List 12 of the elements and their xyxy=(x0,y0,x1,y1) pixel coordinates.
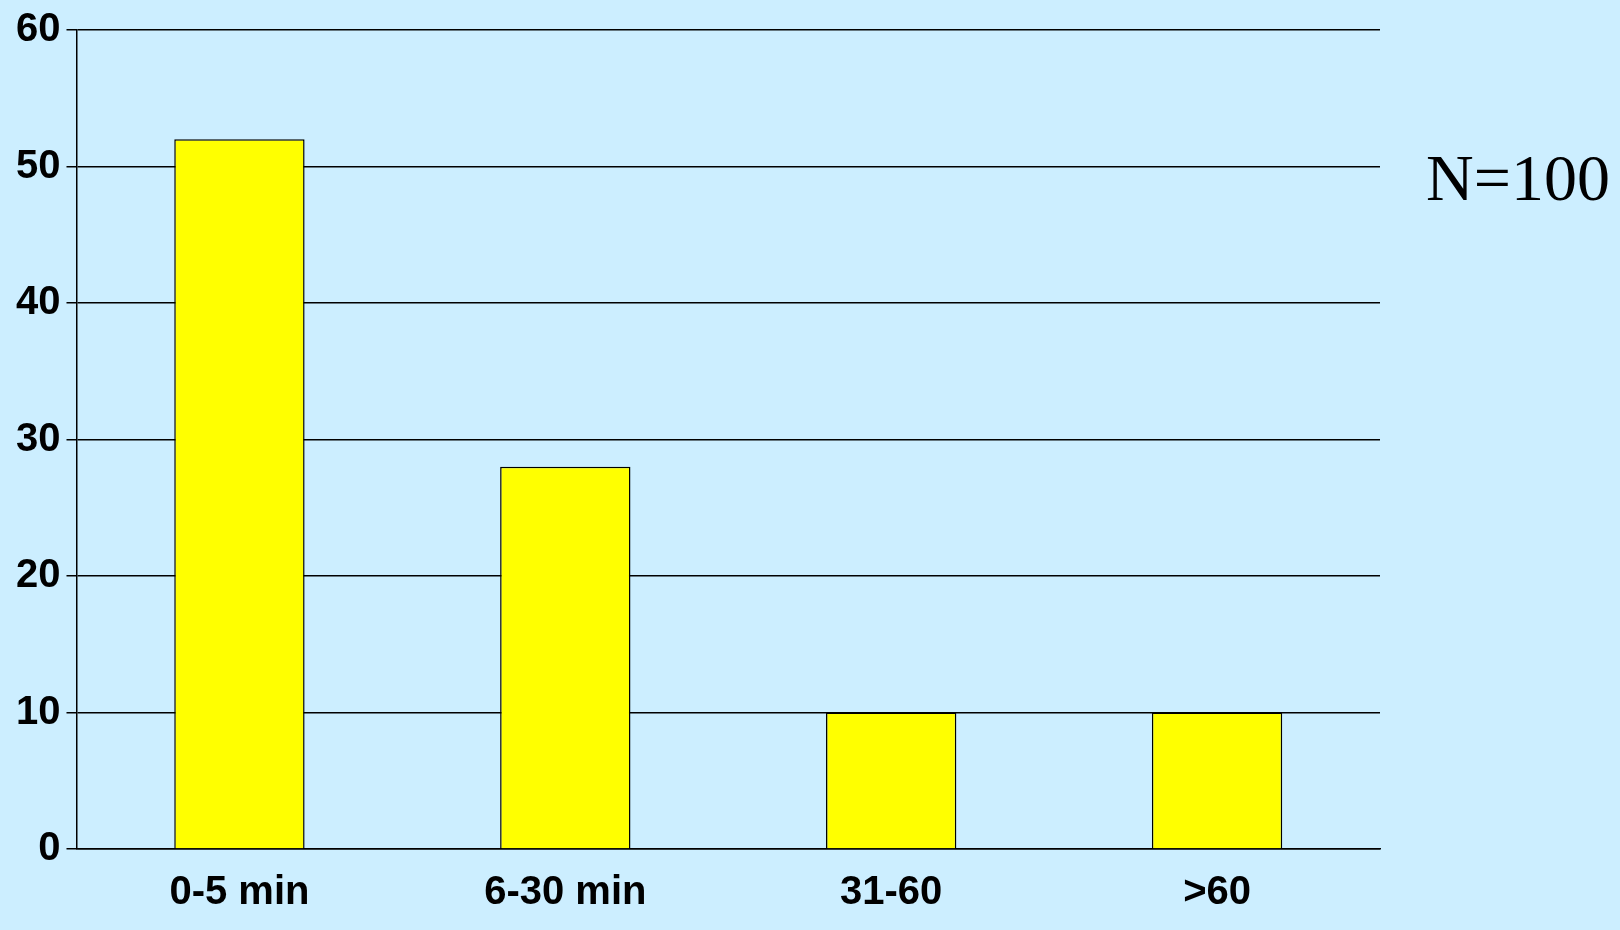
x-tick-label: 31-60 xyxy=(840,868,943,913)
y-tick-label: 40 xyxy=(15,278,61,323)
y-tick-label: 50 xyxy=(15,141,61,186)
y-tick-label: 30 xyxy=(15,414,61,459)
y-tick-label: 10 xyxy=(15,687,61,732)
x-tick-label: >60 xyxy=(1183,868,1251,913)
y-tick-label: 20 xyxy=(15,551,61,596)
x-tick-label: 0-5 min xyxy=(169,868,310,913)
text: N=100 xyxy=(1426,140,1610,216)
y-tick-label: 0 xyxy=(38,824,61,869)
x-tick-label: 6-30 min xyxy=(484,868,647,913)
y-tick-label: 60 xyxy=(15,5,61,50)
